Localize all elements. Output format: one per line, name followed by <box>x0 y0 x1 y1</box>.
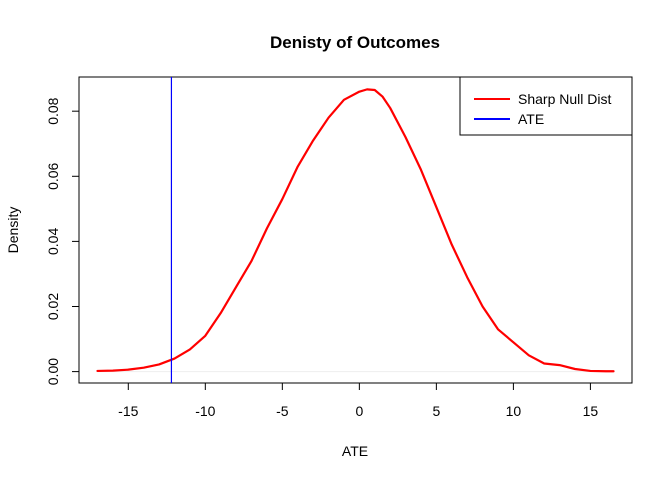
chart-title: Denisty of Outcomes <box>270 33 440 52</box>
y-axis-label: Density <box>5 207 21 254</box>
x-tick-label: 10 <box>506 403 522 419</box>
y-axis: 0.00 0.02 0.04 0.06 0.08 <box>45 97 80 385</box>
x-axis-label: ATE <box>342 443 368 459</box>
y-tick-label: 0.00 <box>45 358 61 385</box>
y-tick-label: 0.04 <box>45 228 61 255</box>
y-tick-label: 0.02 <box>45 293 61 320</box>
x-tick-label: 0 <box>355 403 363 419</box>
legend-label-sharp-null-dist: Sharp Null Dist <box>518 91 611 107</box>
legend-box <box>459 76 633 136</box>
x-tick-label: -15 <box>118 403 138 419</box>
series-layer <box>96 77 615 383</box>
x-axis: -15 -10 -5 0 5 10 15 <box>118 382 599 419</box>
y-tick-label: 0.08 <box>45 97 61 124</box>
density-curve-line <box>96 88 615 373</box>
x-tick-label: -10 <box>195 403 215 419</box>
y-tick-label: 0.06 <box>45 162 61 189</box>
legend: Sharp Null Dist ATE <box>459 76 633 136</box>
x-tick-label: 5 <box>432 403 440 419</box>
x-tick-label: 15 <box>583 403 599 419</box>
x-tick-label: -5 <box>276 403 289 419</box>
legend-label-ate: ATE <box>518 111 544 127</box>
